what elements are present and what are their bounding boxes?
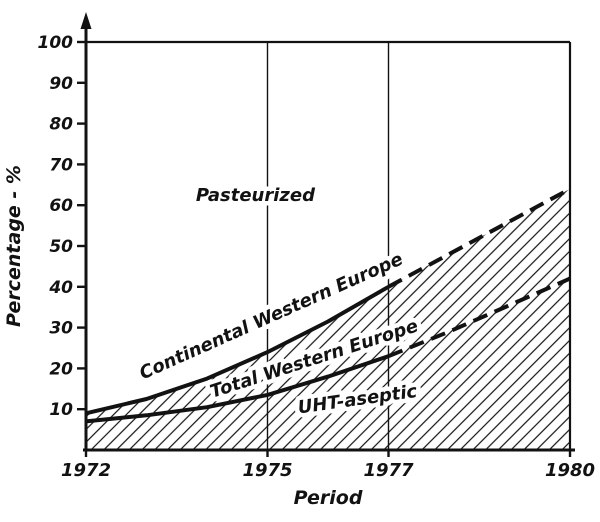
series-line-total-western-europe-solid (85, 354, 390, 424)
y-tick-label-50: 50 (49, 237, 73, 257)
x-tick-label-1972: 1972 (61, 460, 111, 481)
y-tick-label-30: 30 (49, 319, 73, 339)
annotation-pasteurized: Pasteurized (196, 185, 316, 206)
y-tick-label-40: 40 (48, 278, 73, 298)
y-tick-label-90: 90 (49, 74, 73, 94)
series-line-total-western-europe-dashed (387, 276, 571, 359)
series-line-continental-western-europe-dashed (387, 187, 571, 289)
y-tick-label-80: 80 (49, 115, 73, 135)
y-tick-label-10: 10 (49, 400, 73, 420)
x-tick-label-1977: 1977 (363, 460, 414, 481)
y-axis-title: Percentage - % (3, 165, 25, 327)
series-line-continental-western-europe-solid (85, 285, 390, 416)
x-tick-label-1975: 1975 (242, 460, 292, 481)
y-tick-label-100: 100 (38, 33, 74, 53)
y-tick-label-70: 70 (49, 155, 73, 175)
y-tick-label-20: 20 (49, 359, 73, 379)
y-tick-label-60: 60 (49, 196, 73, 216)
uht-aseptic-hatched-area (86, 188, 570, 450)
y-axis-arrow-icon (80, 12, 92, 29)
x-tick-label-1980: 1980 (545, 460, 595, 481)
x-axis-title: Period (294, 487, 363, 509)
